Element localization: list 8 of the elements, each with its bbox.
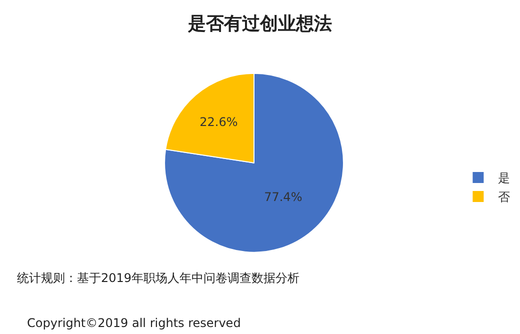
legend-label: 否 xyxy=(498,190,510,204)
data-label: 77.4% xyxy=(264,190,302,204)
data-label: 22.6% xyxy=(200,114,238,129)
text: 统计规则：基于2019年职场人年中问卷调查数据分析 xyxy=(17,271,300,285)
text: Copyright©2019 all rights reserved xyxy=(27,316,241,330)
pie-slice xyxy=(164,72,344,253)
legend-label: 是 xyxy=(498,171,510,186)
chart-title: 是否有过创业想法 xyxy=(187,13,332,34)
